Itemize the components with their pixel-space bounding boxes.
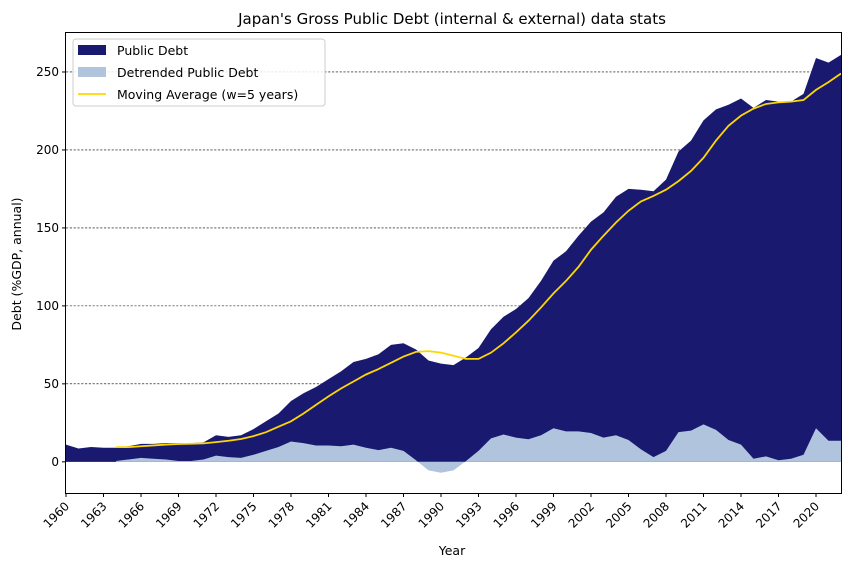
x-tick-label: 2005 — [603, 499, 634, 530]
area-detrended-public-debt — [116, 424, 841, 473]
y-tick-label: 250 — [36, 65, 59, 79]
legend: Public Debt Detrended Public Debt Moving… — [72, 38, 326, 107]
plot-lines — [116, 72, 842, 449]
x-tick-label: 2011 — [678, 499, 709, 530]
y-axis-label: Debt (%GDP, annual) — [9, 197, 24, 330]
x-tick-label: 1969 — [153, 499, 184, 530]
x-tick-label: 1975 — [228, 499, 259, 530]
x-tick-label: 1981 — [303, 499, 334, 530]
y-tick-label: 150 — [36, 221, 59, 235]
x-tick-label: 2020 — [791, 499, 822, 530]
x-axis-ticks: 1960 1963 1966 1969 1972 1975 1978 1981 1984 1987… — [41, 493, 822, 531]
x-tick-label: 2002 — [566, 499, 597, 530]
legend-box — [72, 38, 326, 107]
y-axis-ticks: 0 50 100 150 200 250 — [36, 65, 66, 469]
plot-frame — [65, 32, 842, 494]
x-tick-label: 1999 — [528, 499, 559, 530]
x-tick-label: 1972 — [191, 499, 222, 530]
legend-label-detrended: Detrended Public Debt — [117, 65, 258, 80]
x-tick-label: 1966 — [116, 499, 147, 530]
chart-title: Japan's Gross Public Debt (internal & ex… — [237, 10, 666, 28]
x-tick-label: 1993 — [453, 499, 484, 530]
legend-label-public-debt: Public Debt — [117, 43, 188, 58]
x-tick-label: 1990 — [416, 499, 447, 530]
x-tick-label: 2008 — [641, 499, 672, 530]
legend-swatch-public-debt — [78, 45, 106, 55]
x-tick-label: 1963 — [78, 499, 109, 530]
y-tick-label: 0 — [51, 455, 59, 469]
plot-areas — [66, 54, 841, 473]
x-tick-label: 1960 — [41, 499, 72, 530]
x-tick-label: 1984 — [341, 499, 372, 530]
x-tick-label: 1996 — [491, 499, 522, 530]
y-tick-label: 50 — [44, 377, 59, 391]
x-tick-label: 2017 — [753, 499, 784, 530]
line-moving-average — [116, 72, 842, 449]
legend-label-moving-average: Moving Average (w=5 years) — [117, 87, 298, 102]
x-tick-label: 1987 — [378, 499, 409, 530]
y-tick-label: 200 — [36, 143, 59, 157]
x-axis-label: Year — [438, 543, 466, 558]
x-tick-label: 1978 — [266, 499, 297, 530]
x-tick-label: 2014 — [716, 499, 747, 530]
legend-swatch-detrended — [78, 67, 106, 77]
area-public-debt — [66, 54, 841, 462]
y-tick-label: 100 — [36, 299, 59, 313]
